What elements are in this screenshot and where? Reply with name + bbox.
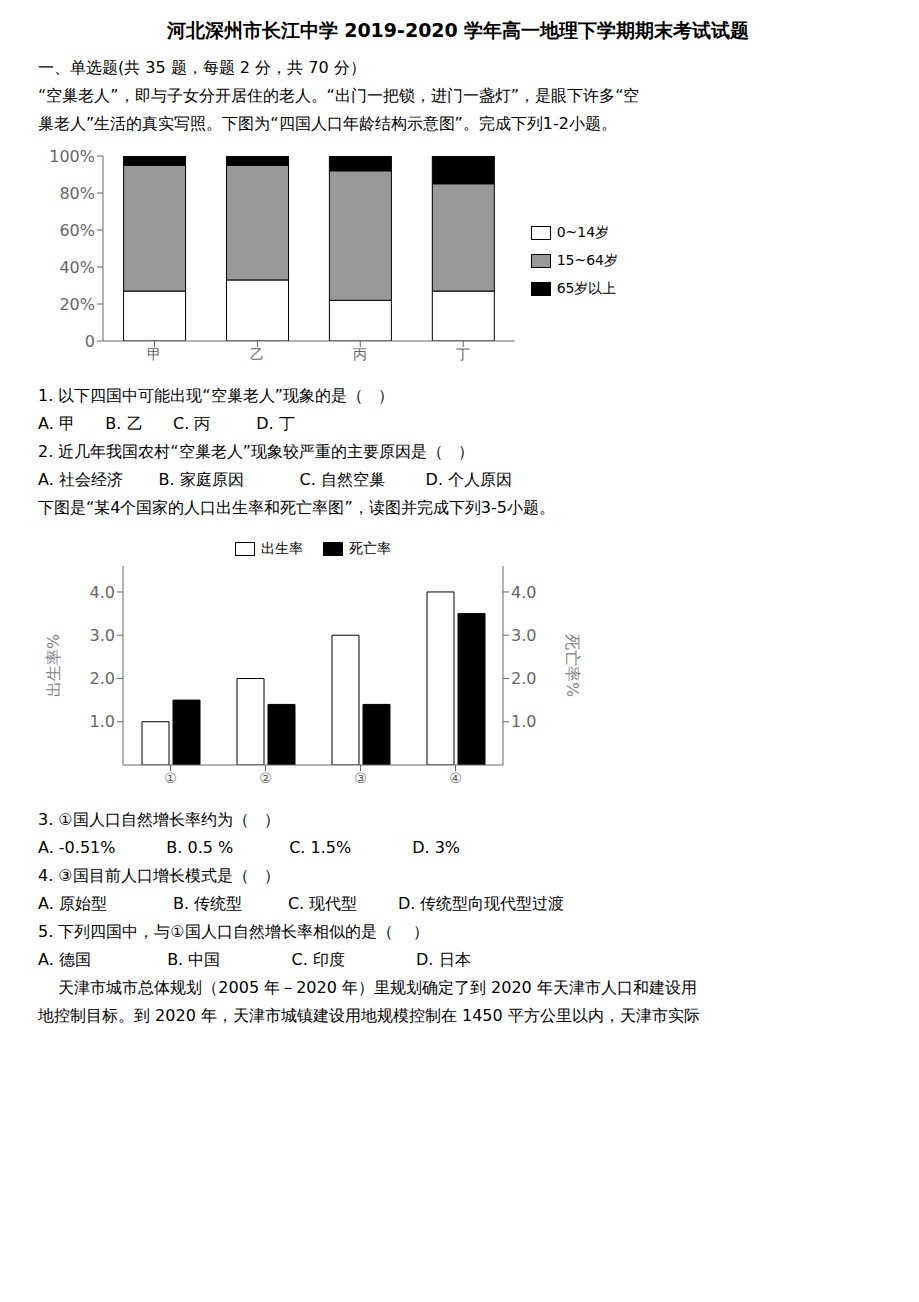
svg-text:2.0: 2.0: [90, 669, 115, 688]
html-text:4. ③国目前人口增长模式是（ ）: 4. ③国目前人口增长模式是（ ）: [38, 866, 280, 885]
html-text:下图是“某4个国家的人口出生率和死亡率图”，读图并完成下列3: 下图是“某4个国家的人口出生率和死亡率图”，读图并完成下列3-5小题。: [38, 498, 555, 517]
svg-text:1.0: 1.0: [511, 712, 536, 731]
svg-text:4.0: 4.0: [90, 583, 115, 602]
svg-text:出生率%: 出生率%: [44, 634, 63, 697]
html-text:3. ①国人口自然增长率约为（ ）: 3. ①国人口自然增长率约为（ ）: [38, 810, 280, 829]
svg-text:甲: 甲: [147, 346, 161, 362]
svg-text:3.0: 3.0: [511, 626, 536, 645]
html-text:A. 原始型 B. 传统型 C. 现代型 D. 传统型向现代: A. 原始型 B. 传统型 C. 现代型 D. 传统型向现代型过渡: [38, 894, 565, 913]
svg-text:3.0: 3.0: [90, 626, 115, 645]
svg-text:乙: 乙: [250, 346, 264, 362]
html-text:1. 以下四国中可能出现“空巢老人”现象的是（ ）: 1. 以下四国中可能出现“空巢老人”现象的是（ ）: [38, 386, 395, 405]
html-text:A. 德国 B. 中国 C. 印度 D. 日本: A. 德国 B. 中国 C. 印度 D. 日本: [38, 950, 471, 969]
svg-text:死亡率%: 死亡率%: [563, 634, 582, 697]
svg-text:40%: 40%: [59, 258, 95, 277]
html-text:5. 下列四国中，与①国人口自然增长率相似的是（ ）: 5. 下列四国中，与①国人口自然增长率相似的是（ ）: [38, 922, 429, 941]
html-text:15~64岁: 15~64岁: [556, 252, 618, 268]
html-text:河北深州市长江中学 2019-2020 学年高一地理下学期期: 河北深州市长江中学 2019-2020 学年高一地理下学期期末考试试题: [166, 19, 750, 41]
svg-text:②: ②: [259, 770, 272, 786]
html-text:“空巢老人”，即与子女分开居住的老人。“出门一把锁，进门一盏: “空巢老人”，即与子女分开居住的老人。“出门一把锁，进门一盏灯”，是眼下许多“空: [38, 86, 640, 105]
svg-text:0: 0: [85, 332, 95, 351]
svg-text:4.0: 4.0: [511, 583, 536, 602]
html-text:65岁以上: 65岁以上: [556, 280, 617, 296]
html-text:天津市城市总体规划（2005 年－2020 年）里规划确定了: 天津市城市总体规划（2005 年－2020 年）里规划确定了到 2020 年天津…: [38, 978, 697, 997]
svg-text:丙: 丙: [353, 346, 367, 362]
svg-text:③: ③: [354, 770, 367, 786]
html-text:A. 甲 B. 乙 C. 丙 D. 丁: A. 甲 B. 乙 C. 丙 D. 丁: [38, 414, 295, 433]
html-text:地控制目标。到 2020 年，天津市城镇建设用地规模控制在: 地控制目标。到 2020 年，天津市城镇建设用地规模控制在 1450 平方公里以…: [38, 1006, 700, 1025]
html-text:出生率: 出生率: [261, 540, 303, 556]
html-text:死亡率: 死亡率: [349, 540, 391, 556]
html-text:一、单选题(共 35 题，每题 2 分，共 70 分）: 一、单选题(共 35 题，每题 2 分，共 70 分）: [38, 58, 366, 77]
svg-text:丁: 丁: [456, 346, 470, 362]
svg-text:④: ④: [449, 770, 462, 786]
html-text:A. -0.51% B. 0.5 % C. 1.5% D.: A. -0.51% B. 0.5 % C. 1.5% D. 3%: [38, 838, 460, 857]
svg-text:1.0: 1.0: [90, 712, 115, 731]
html-text:A. 社会经济 B. 家庭原因 C. 自然空巢 D. 个人原: A. 社会经济 B. 家庭原因 C. 自然空巢 D. 个人原因: [38, 470, 513, 489]
svg-text:100%: 100%: [49, 147, 95, 166]
html-text:巢老人”生活的真实写照。下图为“四国人口年龄结构示意图”。完: 巢老人”生活的真实写照。下图为“四国人口年龄结构示意图”。完成下列1-2小题。: [38, 114, 617, 133]
svg-text:80%: 80%: [59, 184, 95, 203]
html-text:0~14岁: 0~14岁: [556, 224, 610, 240]
svg-text:20%: 20%: [59, 295, 95, 314]
svg-text:60%: 60%: [59, 221, 95, 240]
svg-text:2.0: 2.0: [511, 669, 536, 688]
svg-text:①: ①: [164, 770, 177, 786]
html-text:2. 近几年我国农村“空巢老人”现象较严重的主要原因是（ ）: 2. 近几年我国农村“空巢老人”现象较严重的主要原因是（ ）: [38, 442, 475, 461]
